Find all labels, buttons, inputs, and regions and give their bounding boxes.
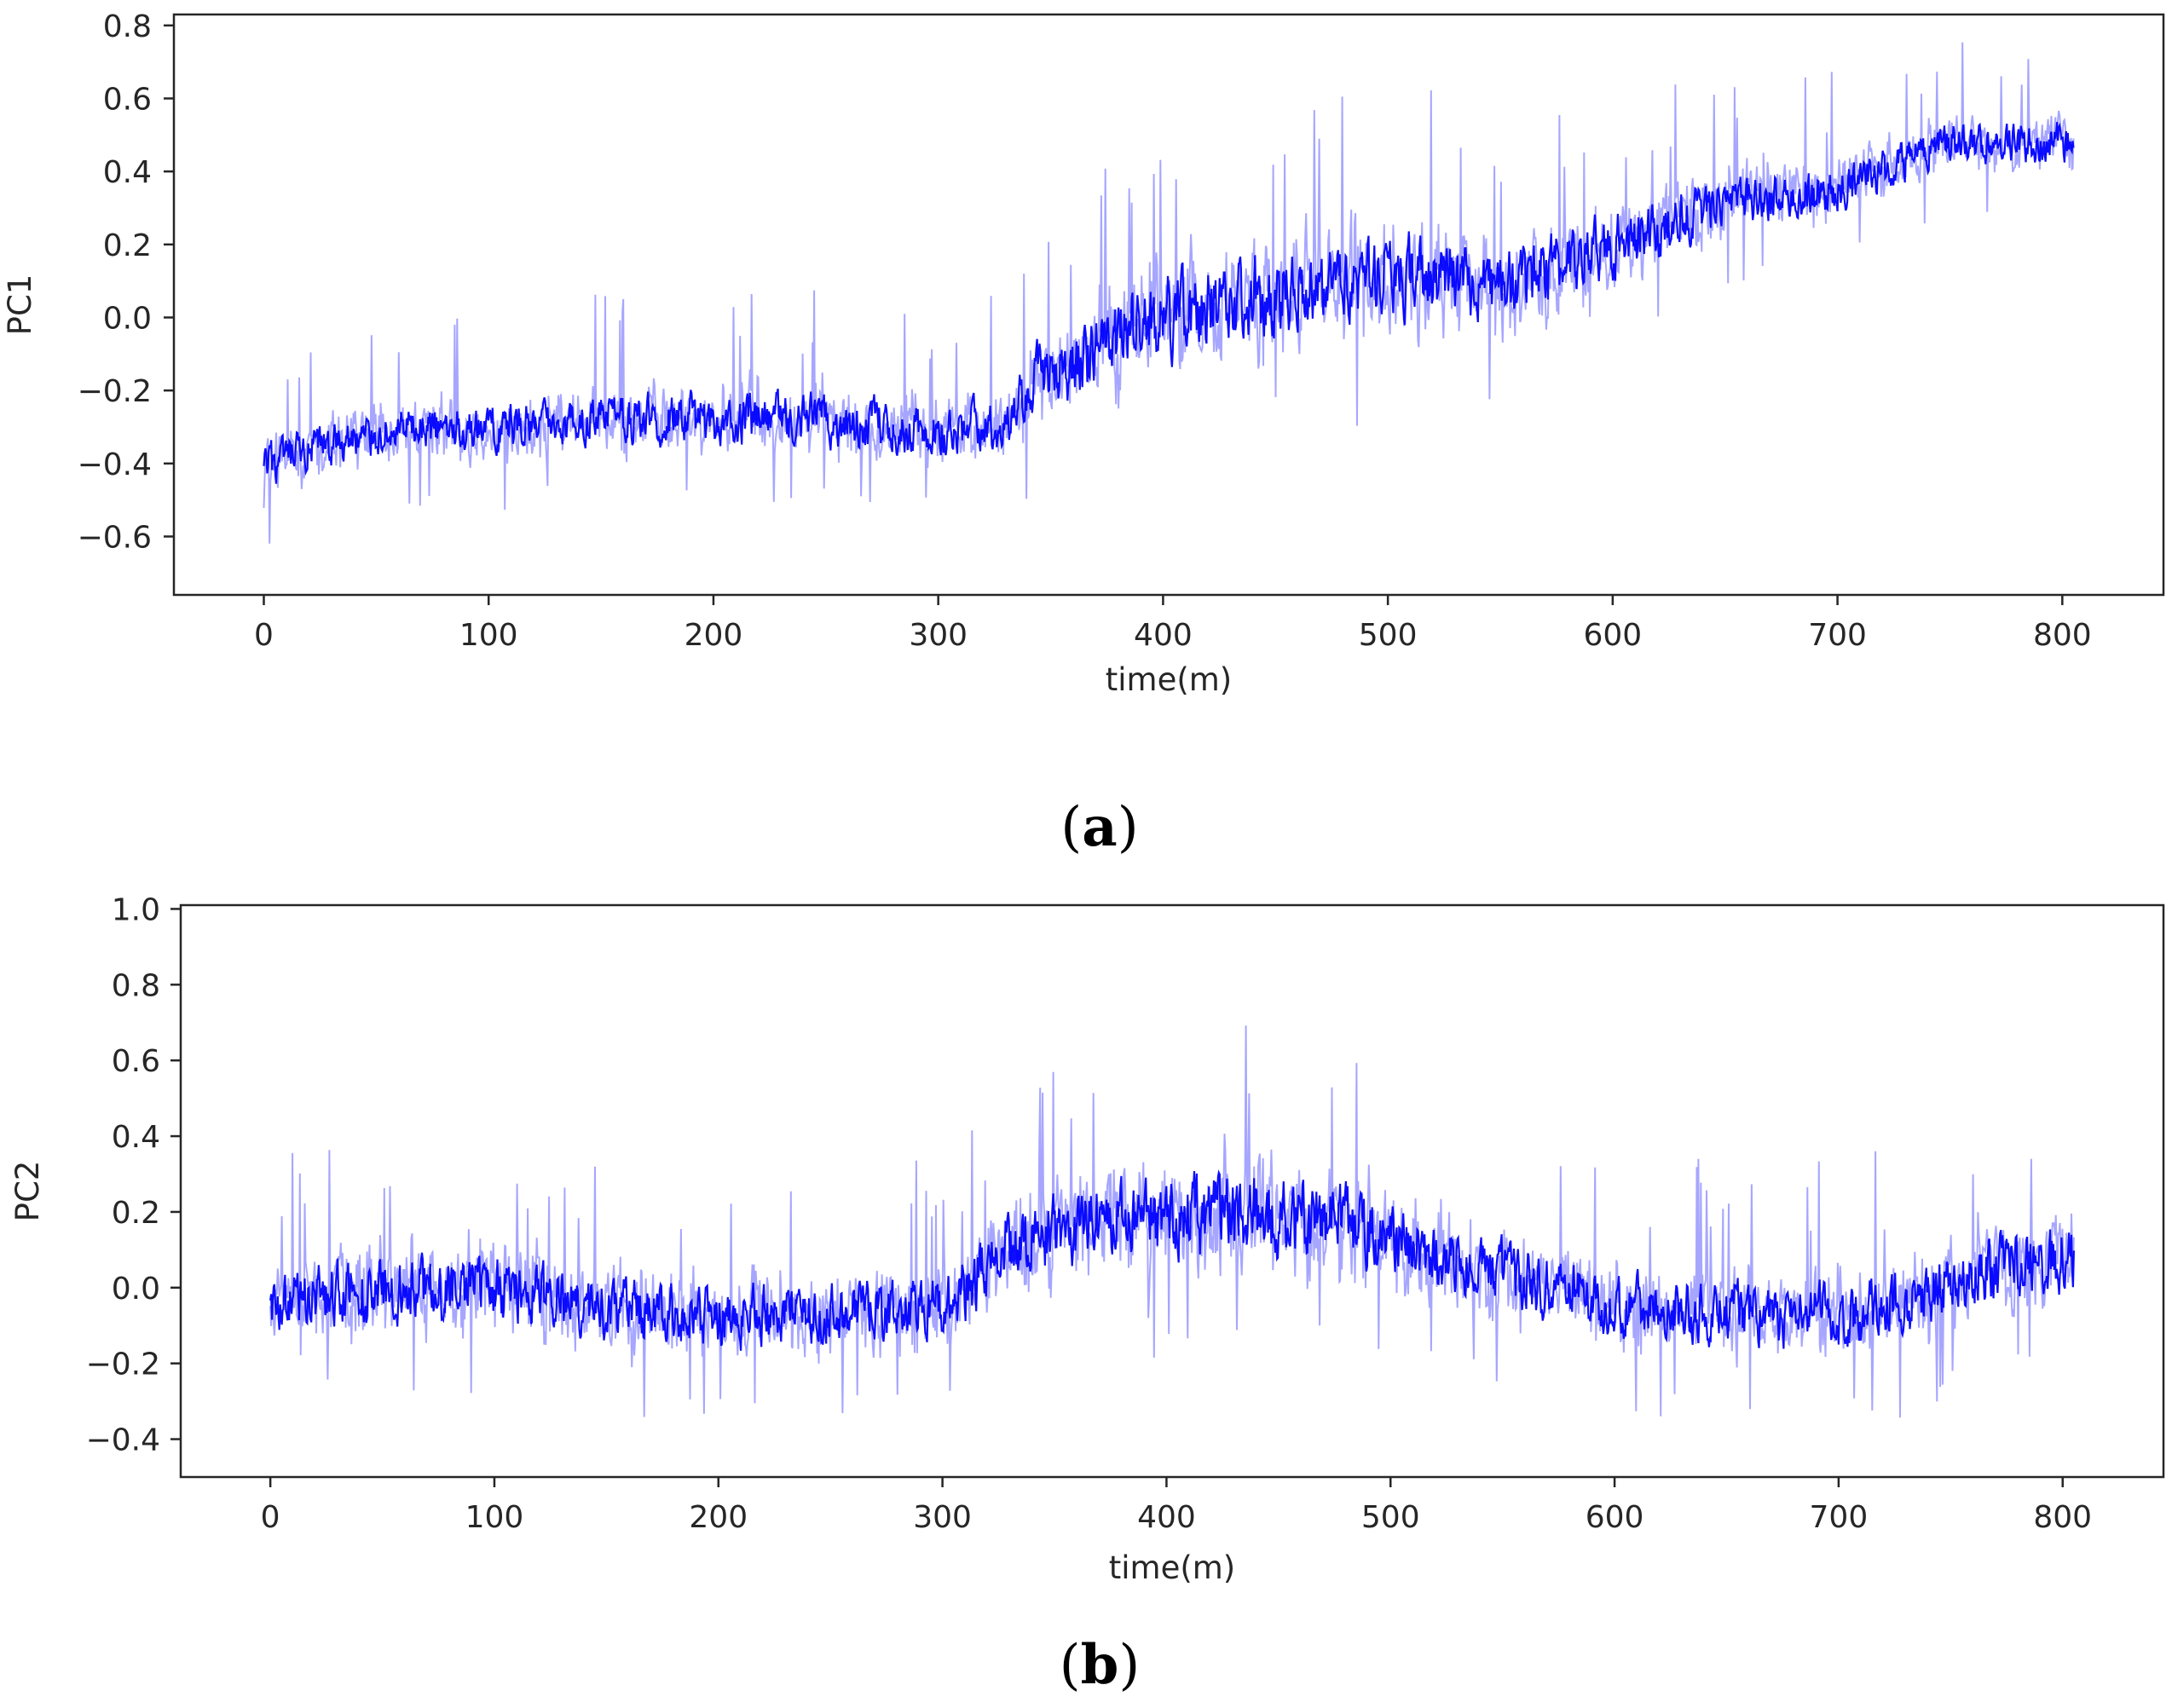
y-axis-label: PC1 [2,274,38,336]
x-tick-label: 100 [465,1500,524,1535]
x-tick-label: 200 [685,618,743,653]
y-tick-label: 0.4 [112,1120,160,1155]
y-tick-label: −0.4 [78,447,152,482]
y-tick-label: 0.8 [112,968,160,1003]
x-tick-label: 600 [1584,618,1643,653]
y-tick-label: −0.4 [86,1423,160,1458]
x-tick-label: 500 [1361,1500,1420,1535]
y-tick-label: 0.0 [112,1272,160,1307]
x-axis-label: time(m) [1106,661,1233,698]
x-tick-label: 700 [1810,1500,1869,1535]
x-tick-label: 800 [2033,1500,2092,1535]
x-tick-label: 300 [913,1500,972,1535]
y-tick-label: 0.2 [103,228,152,263]
y-tick-label: −0.2 [78,374,152,409]
x-axis-label: time(m) [1109,1549,1236,1586]
y-tick-label: 1.0 [112,892,160,927]
plot-frame [172,13,2165,597]
y-tick-label: 0.6 [112,1044,160,1079]
x-tick-label: 700 [1808,618,1867,653]
chart-b: 0 100 200 300 400 500 600 700 800 −0.4 −0.2 0.0 0.2 0… [9,892,2165,1697]
x-tick-label: 800 [2033,618,2092,653]
panel-label: (a) [1060,795,1138,859]
y-tick-label: 0.0 [103,301,152,336]
x-tick-label: 300 [909,618,968,653]
panel-label: (b) [1060,1633,1141,1697]
y-tick-label: 0.2 [112,1196,160,1231]
series-line-envelope [269,1025,2075,1418]
chart-a: 0 100 200 300 400 500 600 700 800 −0.6 −0.4 −0.2 0.0… [2,9,2165,859]
y-axis-label: PC2 [9,1161,46,1222]
x-tick-label: 600 [1586,1500,1644,1535]
x-tick-label: 0 [254,618,274,653]
y-tick-label: 0.6 [103,83,152,118]
x-tick-label: 0 [261,1500,280,1535]
x-tick-label: 200 [689,1500,748,1535]
x-tick-label: 400 [1137,1500,1196,1535]
x-tick-label: 100 [459,618,518,653]
x-tick-label: 400 [1134,618,1193,653]
y-tick-label: −0.2 [86,1347,160,1382]
y-tick-label: 0.4 [103,155,152,190]
y-tick-label: −0.6 [78,520,152,555]
series-line [263,122,2075,484]
plot-frame [179,903,2165,1479]
y-tick-label: 0.8 [103,9,152,44]
series-line [269,1169,2075,1351]
x-tick-label: 500 [1359,618,1418,653]
